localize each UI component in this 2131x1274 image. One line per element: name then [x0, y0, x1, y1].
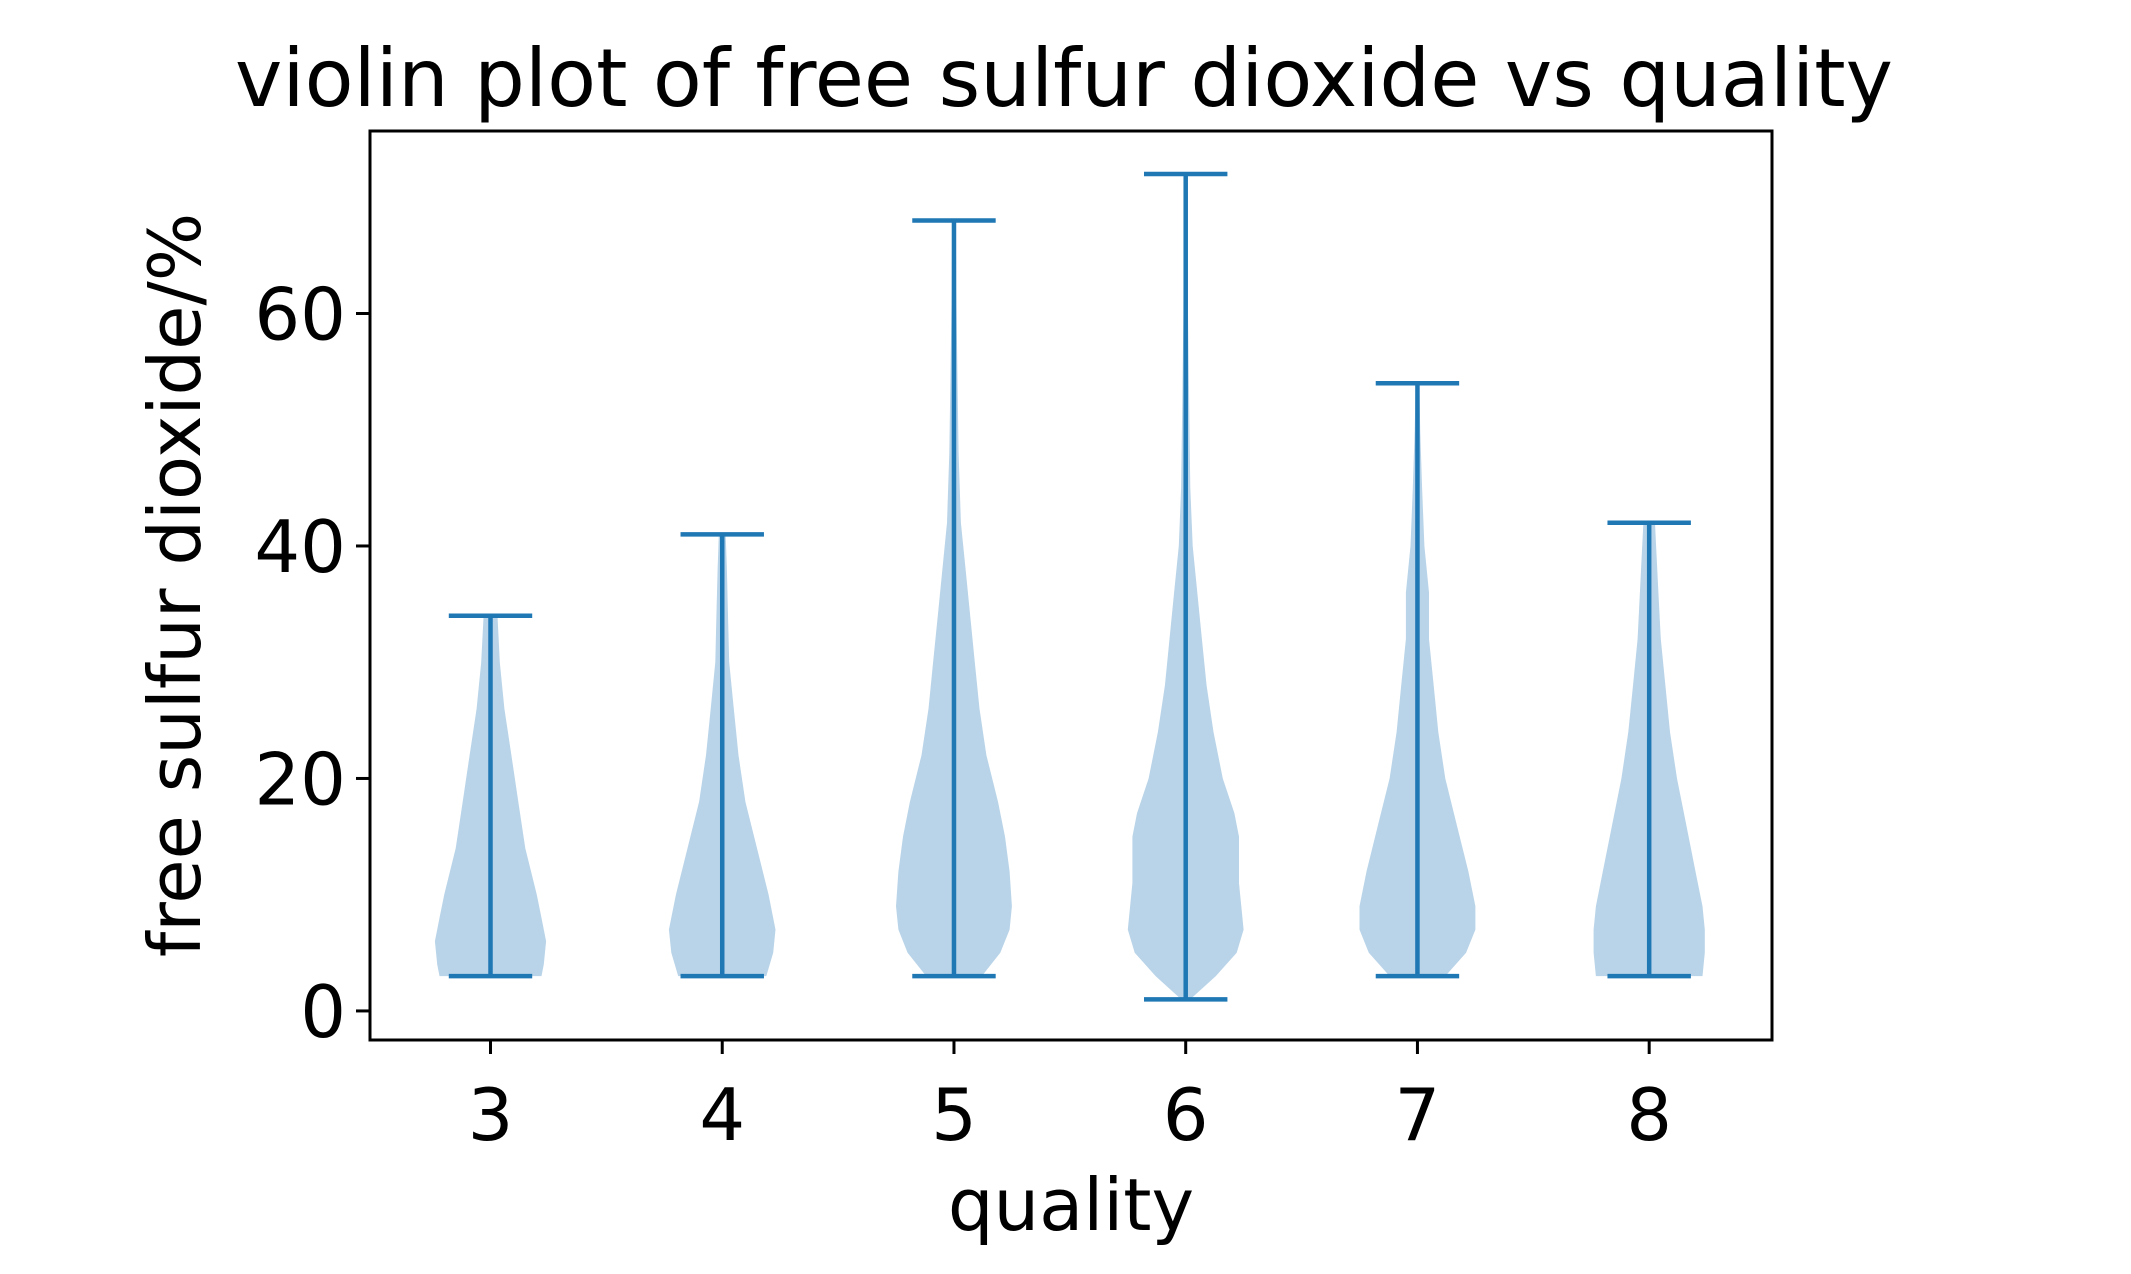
x-axis-label: quality [948, 1163, 1194, 1247]
x-axis: 3 4 5 6 7 8 [468, 1040, 1672, 1157]
chart-title: violin plot of free sulfur dioxide vs qu… [235, 32, 1893, 125]
x-tick-label-4: 4 [699, 1073, 745, 1157]
x-tick-label-5: 5 [931, 1073, 977, 1157]
plot-frame [368, 129, 1774, 1042]
violin-8 [1593, 520, 1705, 979]
y-axis: 0 20 40 60 [254, 272, 370, 1054]
violin-5 [896, 218, 1012, 979]
x-tick-label-8: 8 [1626, 1073, 1672, 1157]
y-axis-label: free sulfur dioxide/% [133, 213, 217, 957]
y-tick-label-20: 20 [254, 737, 346, 821]
violin-3 [434, 613, 547, 979]
violin-layer [434, 171, 1705, 1002]
x-tick-label-3: 3 [468, 1073, 514, 1157]
violin-6 [1127, 171, 1244, 1002]
x-tick-label-7: 7 [1395, 1073, 1441, 1157]
y-tick-label-60: 60 [254, 272, 346, 356]
y-tick-label-40: 40 [254, 505, 346, 589]
violin-4 [668, 532, 776, 979]
y-tick-label-0: 0 [300, 970, 346, 1054]
plot-area [368, 129, 1774, 1042]
x-tick-label-6: 6 [1163, 1073, 1209, 1157]
violin-7 [1359, 380, 1476, 979]
